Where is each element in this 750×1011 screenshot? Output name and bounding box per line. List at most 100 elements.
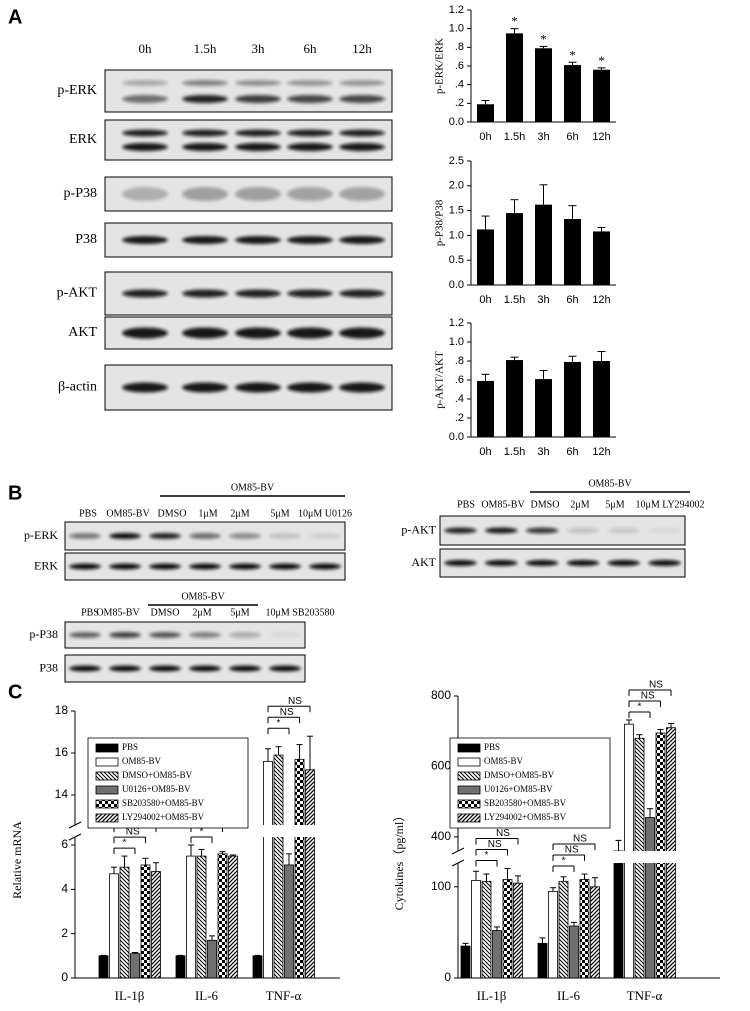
y-tick-label: 2.0 xyxy=(449,180,464,192)
legend-swatch xyxy=(457,785,481,795)
blot-band xyxy=(229,632,261,638)
bar xyxy=(548,890,558,979)
axis-break xyxy=(450,851,722,863)
lane-label: DMSO xyxy=(531,499,560,510)
bar xyxy=(196,855,207,979)
blot-band xyxy=(287,143,333,151)
blot-band xyxy=(122,80,168,86)
blot-band xyxy=(122,143,168,151)
lane-label: 10μM SB203580 xyxy=(266,607,335,618)
legend-label: LY294002+OM85-BV xyxy=(484,812,567,822)
bar xyxy=(535,48,552,123)
y-tick-label: 0 xyxy=(444,970,451,984)
bar xyxy=(579,879,590,979)
blot-band xyxy=(648,527,681,534)
legend-label: U0126+OM85-BV xyxy=(484,784,553,794)
x-tick-label: 1.5h xyxy=(504,294,525,306)
legend-label: LY294002+OM85-BV xyxy=(122,812,205,822)
y-tick-label: .6 xyxy=(455,60,464,72)
lane-label: 5μM xyxy=(605,499,624,510)
y-tick-label: 1.2 xyxy=(449,4,464,16)
blot-band xyxy=(235,236,281,244)
y-tick-label: 16 xyxy=(55,745,69,759)
blot-band xyxy=(287,80,333,86)
y-tick-label: 0.0 xyxy=(449,431,464,443)
blot-band xyxy=(339,187,385,201)
bar xyxy=(130,953,140,979)
lane-label: DMSO xyxy=(158,508,187,519)
lane-label: OM85-BV xyxy=(96,607,140,618)
bar xyxy=(109,873,119,979)
lane-label: 10μM LY294002 xyxy=(635,499,704,510)
blot-band xyxy=(109,632,141,638)
bar xyxy=(471,880,481,979)
blot-label: ERK xyxy=(34,558,58,572)
lane-label: PBS xyxy=(79,508,97,519)
lane-label: OM85-BV xyxy=(106,508,150,519)
y-axis-label: Relative mRNA xyxy=(10,821,24,899)
lane-label: PBS xyxy=(81,607,99,618)
bar xyxy=(273,754,284,979)
bar xyxy=(593,231,610,285)
blot-frame xyxy=(104,69,393,113)
blot-label: p-P38 xyxy=(29,627,58,641)
blot-band xyxy=(69,533,101,539)
lane-label: OM85-BV xyxy=(481,499,525,510)
significance-label: * xyxy=(200,827,204,838)
blot-frame xyxy=(64,654,306,683)
significance-label: NS xyxy=(280,707,294,718)
legend-swatch xyxy=(95,799,119,809)
x-tick-label: 6h xyxy=(566,294,578,306)
bar xyxy=(506,213,523,285)
bar xyxy=(569,925,579,979)
blot-band xyxy=(339,95,385,103)
significance-label: NS xyxy=(565,845,579,856)
blot-band xyxy=(149,632,181,638)
blot-band xyxy=(149,533,181,539)
blot-band xyxy=(235,382,281,393)
blot-band xyxy=(235,289,281,298)
blot-band xyxy=(182,289,228,298)
y-tick-label: 6 xyxy=(61,837,68,851)
blot-band xyxy=(444,527,477,534)
y-tick-label: 1.5 xyxy=(449,205,464,217)
blot-label: P38 xyxy=(39,660,58,674)
blot-band xyxy=(182,236,228,244)
blot-label: ERK xyxy=(69,132,97,147)
lane-label: 1μM xyxy=(198,508,217,519)
blot-band xyxy=(182,129,228,137)
bar xyxy=(252,955,263,979)
bar xyxy=(645,817,655,979)
blot-band xyxy=(607,560,641,566)
bar xyxy=(506,33,523,123)
x-tick-label: 0h xyxy=(479,446,491,458)
blot-band xyxy=(235,143,281,151)
blot-band xyxy=(607,527,641,534)
bar xyxy=(613,850,624,979)
x-tick-label: 3h xyxy=(537,294,549,306)
bracket-label: OM85-BV xyxy=(588,478,632,489)
y-tick-label: 0.5 xyxy=(449,254,464,266)
y-tick-label: 4 xyxy=(61,882,68,896)
significance-label: NS xyxy=(126,827,140,838)
y-tick-label: 0.0 xyxy=(449,116,464,128)
x-tick-label: IL-6 xyxy=(195,988,219,1003)
legend-label: DMSO+OM85-BV xyxy=(484,770,555,780)
y-tick-label: .8 xyxy=(455,41,464,53)
bracket-label: OM85-BV xyxy=(181,591,225,602)
bar xyxy=(477,229,494,285)
blot-band xyxy=(149,563,181,570)
blot-band xyxy=(339,236,385,244)
bar xyxy=(98,955,109,979)
legend-swatch xyxy=(95,785,119,795)
blot-band xyxy=(309,533,341,539)
x-tick-label: IL-6 xyxy=(557,988,581,1003)
blot-band xyxy=(269,632,301,638)
blot-band xyxy=(444,560,477,566)
significance-label: * xyxy=(638,702,642,713)
blot-band xyxy=(149,665,181,672)
blot-band xyxy=(189,563,221,570)
significance-label: NS xyxy=(496,828,510,839)
y-tick-label: 1.2 xyxy=(449,317,464,329)
y-axis-label: p-AKT/AKT xyxy=(434,351,446,409)
